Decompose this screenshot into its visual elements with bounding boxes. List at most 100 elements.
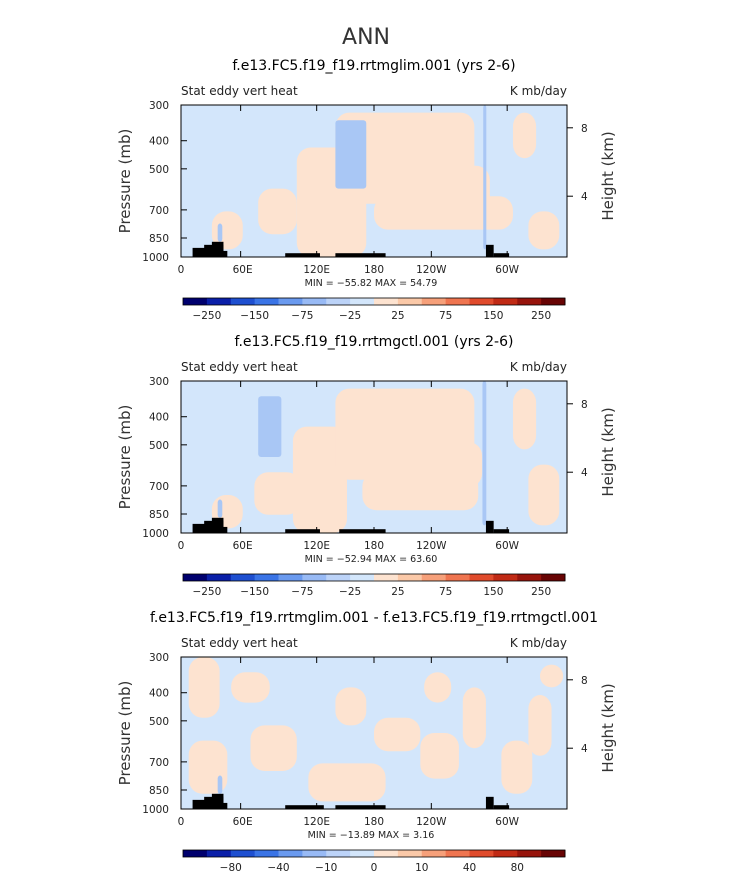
y-tick-label: 300 bbox=[149, 100, 169, 112]
x-tick-label: 0 bbox=[178, 816, 185, 828]
positive-region bbox=[424, 672, 452, 703]
x-tick-label: 120E bbox=[303, 540, 330, 552]
negative-region bbox=[482, 381, 487, 526]
positive-region bbox=[539, 664, 564, 688]
positive-region bbox=[250, 725, 297, 771]
terrain-mask bbox=[493, 529, 510, 533]
colorbar-label: 250 bbox=[531, 586, 551, 598]
colorbar-frame bbox=[182, 573, 566, 582]
terrain-mask bbox=[211, 241, 224, 257]
y-tick-label: 500 bbox=[149, 164, 169, 176]
colorbar-swatch bbox=[469, 574, 494, 581]
y-tick-label: 1000 bbox=[142, 252, 169, 264]
y-tick-label: 500 bbox=[149, 716, 169, 728]
terrain-mask bbox=[285, 805, 324, 809]
x-tick-label: 60E bbox=[233, 816, 253, 828]
colorbar-label: 75 bbox=[439, 586, 452, 598]
negative-region bbox=[217, 775, 223, 794]
positive-region bbox=[393, 165, 490, 212]
y-axis-title: Pressure (mb) bbox=[116, 405, 134, 510]
colorbar-swatch bbox=[350, 298, 375, 305]
x-tick-label: 180 bbox=[364, 540, 384, 552]
colorbar-swatch bbox=[493, 850, 518, 857]
terrain-mask bbox=[211, 517, 224, 533]
colorbar-swatch bbox=[350, 850, 375, 857]
y-axis-title: Pressure (mb) bbox=[116, 681, 134, 786]
panel-2: f.e13.FC5.f19_f19.rrtmgctl.001 (yrs 2-6)… bbox=[116, 334, 617, 598]
colorbar-swatch bbox=[278, 298, 303, 305]
terrain-mask bbox=[223, 802, 228, 809]
colorbar-swatch bbox=[254, 574, 279, 581]
colorbar-swatch bbox=[374, 298, 399, 305]
right-tick-label: 4 bbox=[581, 467, 588, 479]
colorbar-swatch bbox=[230, 574, 256, 581]
positive-region bbox=[231, 672, 270, 703]
terrain-mask bbox=[335, 253, 386, 257]
colorbar-swatch bbox=[254, 850, 279, 857]
colorbar-swatch bbox=[183, 298, 208, 305]
colorbar-swatch bbox=[374, 574, 399, 581]
colorbar-label: −250 bbox=[192, 310, 221, 322]
terrain-mask bbox=[335, 805, 386, 809]
terrain-mask bbox=[285, 529, 320, 533]
colorbar-label: −75 bbox=[291, 586, 313, 598]
colorbar-swatch bbox=[541, 850, 566, 857]
colorbar-swatch bbox=[302, 298, 327, 305]
colorbar-swatch bbox=[230, 850, 256, 857]
stats-text: MIN = −55.82 MAX = 54.79 bbox=[305, 278, 438, 289]
negative-region bbox=[217, 499, 223, 518]
panel-left-label: Stat eddy vert heat bbox=[181, 636, 298, 650]
negative-region bbox=[483, 105, 487, 250]
colorbar-swatch bbox=[445, 298, 470, 305]
x-tick-label: 0 bbox=[178, 540, 185, 552]
x-tick-label: 60E bbox=[233, 540, 253, 552]
y-tick-label: 1000 bbox=[142, 528, 169, 540]
colorbar-label: −40 bbox=[267, 862, 289, 872]
y-tick-label: 400 bbox=[149, 136, 169, 148]
stats-text: MIN = −13.89 MAX = 3.16 bbox=[308, 830, 435, 841]
panel-units-label: K mb/day bbox=[510, 636, 567, 650]
panels-group: f.e13.FC5.f19_f19.rrtmglim.001 (yrs 2-6)… bbox=[116, 58, 617, 872]
colorbar-swatch bbox=[302, 850, 327, 857]
colorbar-label: 25 bbox=[391, 310, 404, 322]
colorbar-swatch bbox=[326, 850, 351, 857]
x-tick-label: 120E bbox=[303, 816, 330, 828]
colorbar-swatch bbox=[541, 298, 566, 305]
terrain-mask bbox=[285, 253, 320, 257]
positive-region bbox=[292, 426, 347, 533]
positive-region bbox=[528, 464, 560, 526]
positive-region bbox=[528, 211, 560, 250]
negative-region bbox=[258, 396, 282, 457]
colorbar-label: 75 bbox=[439, 310, 452, 322]
x-tick-label: 60W bbox=[495, 540, 519, 552]
colorbar-label: −10 bbox=[315, 862, 337, 872]
panel-left-label: Stat eddy vert heat bbox=[181, 84, 298, 98]
positive-region bbox=[308, 763, 386, 802]
positive-region bbox=[374, 717, 421, 752]
colorbar-swatch bbox=[517, 298, 542, 305]
colorbar-swatch bbox=[397, 574, 423, 581]
colorbar-swatch bbox=[445, 574, 470, 581]
panel-title: f.e13.FC5.f19_f19.rrtmglim.001 (yrs 2-6) bbox=[232, 58, 515, 74]
terrain-mask bbox=[493, 253, 510, 257]
colorbar-label: 80 bbox=[511, 862, 524, 872]
positive-region bbox=[512, 388, 537, 450]
negative-region bbox=[217, 223, 223, 242]
terrain-mask bbox=[223, 250, 228, 257]
x-tick-label: 60W bbox=[495, 264, 519, 276]
terrain-mask bbox=[211, 793, 224, 809]
colorbar-label: 150 bbox=[483, 586, 503, 598]
positive-region bbox=[258, 188, 297, 235]
right-tick-label: 8 bbox=[581, 675, 588, 687]
right-axis-title: Height (km) bbox=[599, 407, 617, 496]
y-tick-label: 850 bbox=[149, 509, 169, 521]
colorbar-swatch bbox=[254, 298, 279, 305]
y-tick-label: 300 bbox=[149, 652, 169, 664]
colorbar-swatch bbox=[206, 850, 232, 857]
right-tick-label: 8 bbox=[581, 399, 588, 411]
colorbar-swatch bbox=[517, 574, 542, 581]
panel-units-label: K mb/day bbox=[510, 84, 567, 98]
panel-title: f.e13.FC5.f19_f19.rrtmglim.001 - f.e13.F… bbox=[150, 610, 598, 626]
colorbar-swatch bbox=[183, 574, 208, 581]
colorbar-label: 40 bbox=[463, 862, 476, 872]
